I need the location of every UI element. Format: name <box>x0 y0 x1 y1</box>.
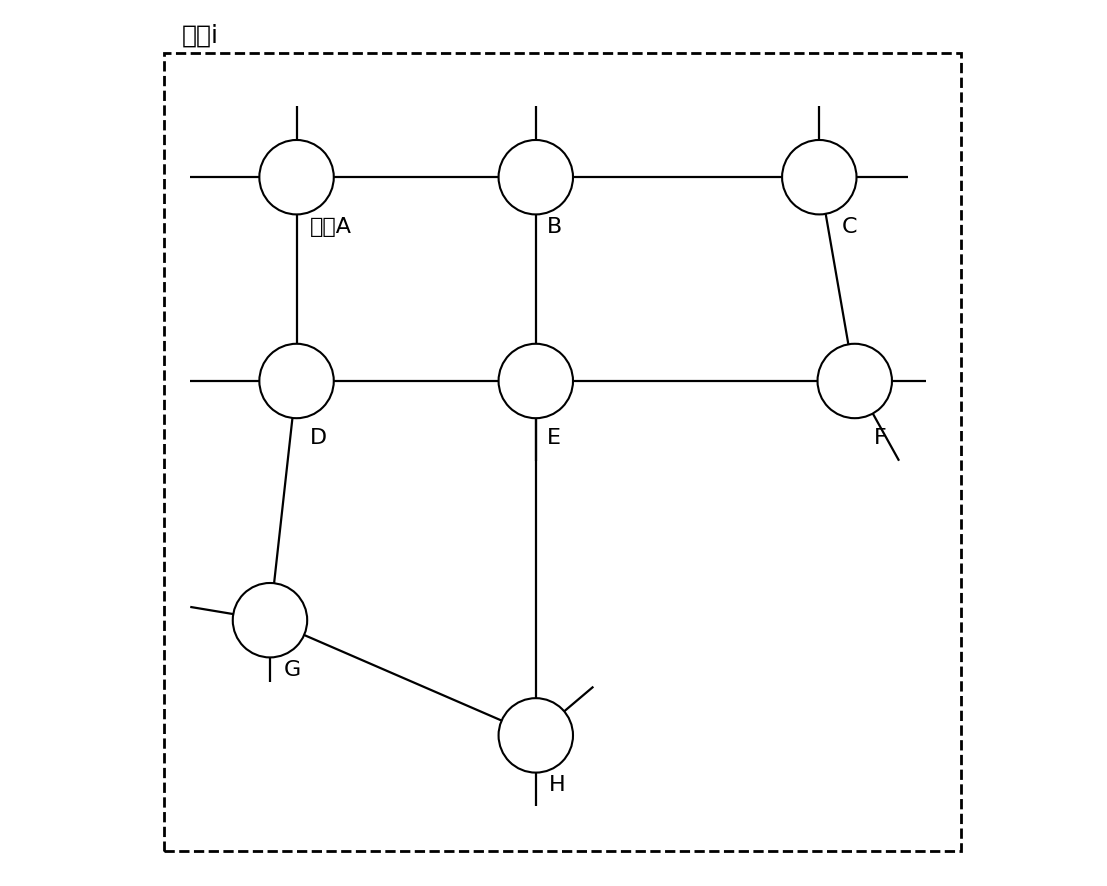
Ellipse shape <box>259 344 334 418</box>
Text: E: E <box>547 428 561 448</box>
Text: 子区i: 子区i <box>182 23 218 48</box>
Ellipse shape <box>498 698 573 773</box>
Text: B: B <box>547 217 562 237</box>
Text: C: C <box>841 217 857 237</box>
Ellipse shape <box>259 140 334 214</box>
Text: G: G <box>283 660 300 680</box>
Ellipse shape <box>498 344 573 418</box>
Text: H: H <box>549 775 566 796</box>
Ellipse shape <box>782 140 857 214</box>
Text: F: F <box>875 428 887 448</box>
Text: D: D <box>310 428 327 448</box>
Ellipse shape <box>232 583 307 657</box>
Text: 路口A: 路口A <box>310 217 352 237</box>
Ellipse shape <box>818 344 892 418</box>
Ellipse shape <box>498 140 573 214</box>
